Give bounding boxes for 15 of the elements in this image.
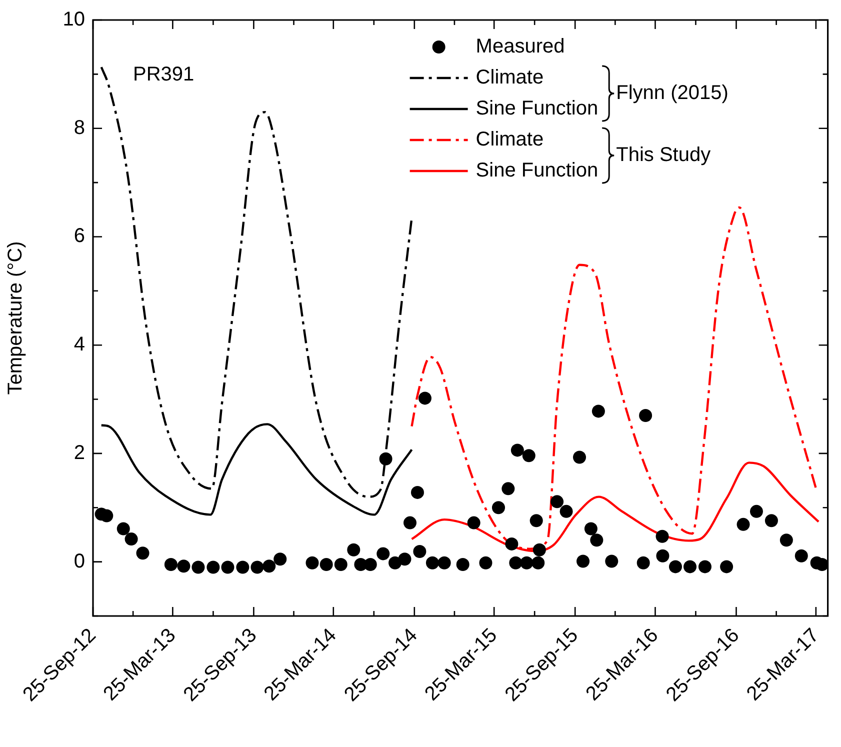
y-tick-label: 4	[74, 334, 85, 356]
legend-label: Measured	[476, 36, 565, 58]
legend-label: Climate	[476, 128, 544, 151]
y-tick-label: 6	[74, 225, 85, 248]
annotation: PR391	[133, 64, 194, 86]
y-tick-label: 8	[74, 116, 85, 139]
y-tick-label: 2	[74, 442, 85, 464]
legend-label: Sine Function	[476, 98, 598, 120]
y-tick-label: 0	[74, 550, 85, 572]
y-axis-title: Temperature (°C)	[4, 241, 27, 395]
annotation: Flynn (2015)	[616, 82, 728, 104]
legend-label: Climate	[476, 66, 544, 89]
annotation: This Study	[616, 144, 711, 166]
y-tick-label: 10	[62, 8, 85, 31]
legend-label: Sine Function	[476, 160, 598, 182]
